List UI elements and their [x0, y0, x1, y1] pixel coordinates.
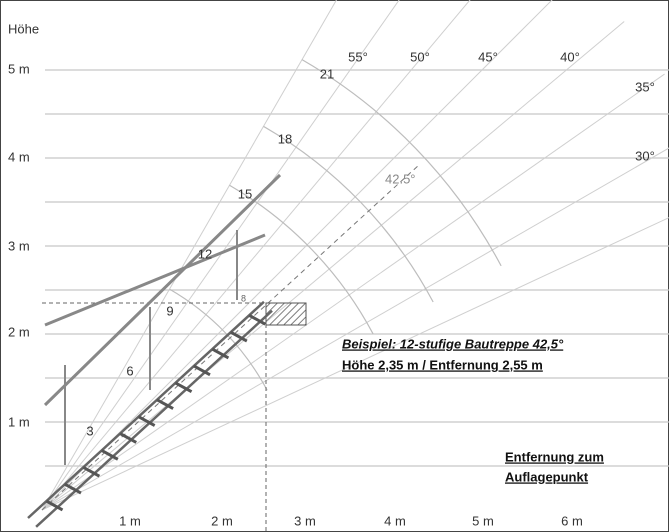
handrail — [43, 173, 282, 407]
angle-ray — [41, 147, 669, 511]
stair-tread — [137, 415, 156, 427]
angle-ray — [41, 0, 400, 511]
x-tick-label: 1 m — [119, 513, 141, 528]
y-tick-label: 3 m — [8, 238, 30, 253]
stair-tread — [248, 314, 267, 326]
step-label: 6 — [126, 363, 133, 378]
angle-label: 50° — [410, 49, 430, 64]
step-label: 21 — [320, 66, 334, 81]
y-tick-label: 1 m — [8, 414, 30, 429]
y-axis-title: Höhe — [8, 21, 39, 36]
stair-tread — [211, 347, 230, 360]
step-arc — [169, 288, 268, 391]
example-title: Beispiel: 12-stufige Bautreppe 42,5° — [342, 336, 564, 351]
stair-tread — [174, 381, 193, 394]
y-tick-label: 4 m — [8, 149, 30, 164]
angle-label: 45° — [478, 49, 498, 64]
stair-tread — [64, 482, 82, 495]
stair-tread — [119, 432, 137, 444]
stair-tread — [82, 466, 101, 478]
angle-label: 55° — [348, 49, 368, 64]
x-tick-label: 4 m — [384, 513, 406, 528]
support-area — [265, 302, 307, 326]
x-tick-label: 6 m — [561, 513, 583, 528]
step-label: 3 — [86, 423, 93, 438]
angle-ray — [41, 73, 665, 511]
angle-label: 40° — [560, 49, 580, 64]
distance-note: Auflagepunkt — [505, 469, 589, 484]
stair-tread — [45, 499, 64, 512]
step-arc — [301, 59, 502, 267]
stair — [27, 173, 282, 528]
stair-tread — [101, 449, 119, 461]
step-label: 18 — [278, 131, 292, 146]
stair-tread — [193, 364, 211, 377]
angle-ray — [41, 21, 625, 511]
example-detail: Höhe 2,35 m / Entfernung 2,55 m — [342, 357, 543, 372]
y-tick-label: 5 m — [8, 61, 30, 76]
step-label: 12 — [198, 246, 212, 261]
x-tick-label: 5 m — [472, 513, 494, 528]
stair-tread — [156, 398, 174, 410]
example-angle: 42.5° — [385, 171, 416, 186]
angle-ray — [41, 217, 669, 511]
step-label: 9 — [166, 303, 173, 318]
angle-ray — [41, 0, 338, 511]
step-label: 15 — [238, 186, 252, 201]
x-tick-label: 2 m — [211, 513, 233, 528]
step-arc — [229, 184, 374, 335]
angle-ray — [41, 0, 471, 511]
distance-note: Entfernung zum — [505, 449, 604, 464]
angle-ray — [41, 0, 553, 511]
marker: 8 — [241, 293, 246, 303]
angle-label: 30° — [635, 148, 655, 163]
angle-label: 35° — [635, 79, 655, 94]
stair-stringer — [27, 300, 265, 519]
x-tick-label: 3 m — [294, 513, 316, 528]
angle-rays — [41, 0, 669, 511]
stair-tread — [230, 330, 248, 343]
step-arc — [263, 125, 434, 303]
handrail — [44, 233, 266, 327]
y-tick-label: 2 m — [8, 324, 30, 339]
